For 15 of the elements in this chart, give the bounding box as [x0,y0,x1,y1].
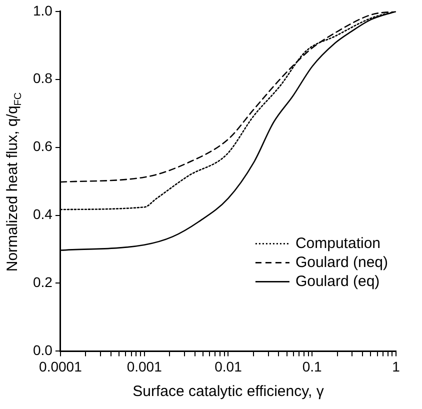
legend-label: Goulard (neq) [295,254,388,271]
x-tick-label: 1 [392,358,400,374]
x-tick-label: 0.0001 [39,358,82,374]
x-tick-label: 0.001 [126,358,162,374]
y-tick-label: 0.8 [32,70,53,86]
y-tick-label: 0.4 [32,206,53,222]
y-tick-label: 0.6 [32,138,53,154]
x-tick-label: 0.1 [302,358,322,374]
x-tick-label: 0.01 [214,358,242,374]
legend-label: Goulard (eq) [295,272,380,290]
y-tick-label: 0.2 [32,274,53,290]
legend-label: Computation [295,234,381,252]
x-axis-title: Surface catalytic efficiency, γ [132,383,324,400]
y-tick-label: 1.0 [32,2,53,18]
y-tick-label: 0.0 [32,342,53,358]
